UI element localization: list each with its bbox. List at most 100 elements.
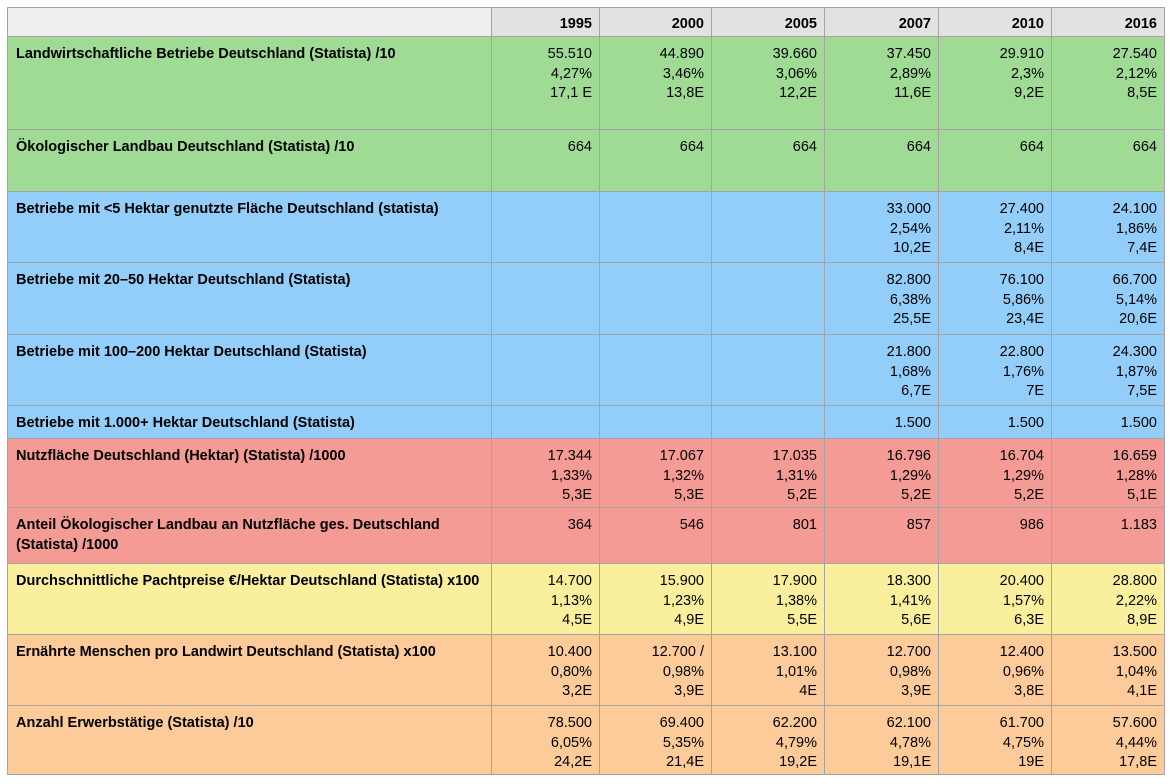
value-cell-2016[interactable]: 66.700 5,14% 20,6E [1051, 262, 1165, 335]
value-cell-2016[interactable]: 28.800 2,22% 8,9E [1051, 563, 1165, 635]
value-cell-1995[interactable] [491, 405, 600, 439]
value-cell-2005[interactable]: 39.660 3,06% 12,2E [711, 36, 825, 130]
cell-value-line: 3,9E [901, 683, 931, 699]
value-cell-2007[interactable]: 16.796 1,29% 5,2E [824, 438, 939, 508]
value-cell-2000[interactable]: 664 [599, 129, 712, 192]
cell-value-line: 9,2E [1014, 85, 1044, 101]
value-cell-2010[interactable]: 986 [938, 507, 1052, 564]
value-cell-2010[interactable]: 29.910 2,3% 9,2E [938, 36, 1052, 130]
value-cell-2000[interactable]: 546 [599, 507, 712, 564]
value-cell-2016[interactable]: 664 [1051, 129, 1165, 192]
header-corner-cell[interactable] [7, 7, 492, 37]
row-label-cell[interactable]: Landwirtschaftliche Betriebe Deutschland… [7, 36, 492, 130]
row-label-cell[interactable]: Nutzfläche Deutschland (Hektar) (Statist… [7, 438, 492, 508]
value-cell-2007[interactable]: 12.700 0,98% 3,9E [824, 634, 939, 706]
value-cell-2005[interactable] [711, 405, 825, 439]
value-cell-2007[interactable]: 1.500 [824, 405, 939, 439]
value-cell-2000[interactable]: 17.067 1,32% 5,3E [599, 438, 712, 508]
cell-value-line: 17.035 [772, 448, 817, 464]
cell-value-line: 44.890 [659, 46, 704, 62]
year-header-2005[interactable]: 2005 [711, 7, 825, 37]
value-cell-2010[interactable]: 20.400 1,57% 6,3E [938, 563, 1052, 635]
value-cell-2010[interactable]: 76.100 5,86% 23,4E [938, 262, 1052, 335]
row-label-cell[interactable]: Ernährte Menschen pro Landwirt Deutschla… [7, 634, 492, 706]
value-cell-1995[interactable] [491, 334, 600, 406]
value-cell-2007[interactable]: 62.100 4,78% 19,1E [824, 705, 939, 775]
value-cell-2000[interactable]: 12.700 / 0,98% 3,9E [599, 634, 712, 706]
row-label-cell[interactable]: Betriebe mit 1.000+ Hektar Deutschland (… [7, 405, 492, 439]
value-cell-2005[interactable]: 17.035 1,31% 5,2E [711, 438, 825, 508]
value-cell-2007[interactable]: 664 [824, 129, 939, 192]
value-cell-2007[interactable]: 37.450 2,89% 11,6E [824, 36, 939, 130]
value-cell-2007[interactable]: 857 [824, 507, 939, 564]
row-label-cell[interactable]: Betriebe mit 100–200 Hektar Deutschland … [7, 334, 492, 406]
value-cell-2010[interactable]: 61.700 4,75% 19E [938, 705, 1052, 775]
value-cell-2010[interactable]: 664 [938, 129, 1052, 192]
value-cell-2007[interactable]: 33.000 2,54% 10,2E [824, 191, 939, 263]
value-cell-2016[interactable]: 16.659 1,28% 5,1E [1051, 438, 1165, 508]
row-label-cell[interactable]: Anzahl Erwerbstätige (Statista) /10 [7, 705, 492, 775]
value-cell-2005[interactable] [711, 191, 825, 263]
value-cell-2016[interactable]: 1.500 [1051, 405, 1165, 439]
cell-value-line: 1.500 [894, 415, 931, 431]
value-cell-2010[interactable]: 22.800 1,76% 7E [938, 334, 1052, 406]
cell-value-line: 2,89% [889, 65, 931, 82]
row-label-cell[interactable]: Durchschnittliche Pachtpreise €/Hektar D… [7, 563, 492, 635]
cell-value-line: 1,13% [550, 592, 592, 609]
value-cell-1995[interactable]: 17.344 1,33% 5,3E [491, 438, 600, 508]
value-cell-1995[interactable]: 10.400 0,80% 3,2E [491, 634, 600, 706]
value-cell-2005[interactable] [711, 334, 825, 406]
value-cell-2000[interactable]: 15.900 1,23% 4,9E [599, 563, 712, 635]
value-cell-2005[interactable]: 17.900 1,38% 5,5E [711, 563, 825, 635]
cell-value-line: 21,4E [666, 754, 704, 770]
value-cell-2010[interactable]: 27.400 2,11% 8,4E [938, 191, 1052, 263]
value-cell-2000[interactable] [599, 191, 712, 263]
value-cell-2016[interactable]: 24.300 1,87% 7,5E [1051, 334, 1165, 406]
value-cell-2000[interactable] [599, 334, 712, 406]
value-cell-2016[interactable]: 57.600 4,44% 17,8E [1051, 705, 1165, 775]
cell-value-line: 19,1E [893, 754, 931, 770]
year-header-2016[interactable]: 2016 [1051, 7, 1165, 37]
year-header-2007[interactable]: 2007 [824, 7, 939, 37]
value-cell-2007[interactable]: 21.800 1,68% 6,7E [824, 334, 939, 406]
value-cell-2005[interactable]: 13.100 1,01% 4E [711, 634, 825, 706]
value-cell-2010[interactable]: 12.400 0,96% 3,8E [938, 634, 1052, 706]
value-cell-2010[interactable]: 16.704 1,29% 5,2E [938, 438, 1052, 508]
value-cell-2016[interactable]: 27.540 2,12% 8,5E [1051, 36, 1165, 130]
cell-value-line: 19E [1018, 754, 1044, 770]
row-label-cell[interactable]: Ökologischer Landbau Deutschland (Statis… [7, 129, 492, 192]
value-cell-2005[interactable]: 664 [711, 129, 825, 192]
value-cell-2007[interactable]: 18.300 1,41% 5,6E [824, 563, 939, 635]
cell-value-line: 13.100 [772, 644, 817, 660]
value-cell-1995[interactable]: 364 [491, 507, 600, 564]
value-cell-2016[interactable]: 1.183 [1051, 507, 1165, 564]
cell-value-line: 13,8E [666, 85, 704, 101]
value-cell-2000[interactable] [599, 262, 712, 335]
value-cell-2005[interactable]: 62.200 4,79% 19,2E [711, 705, 825, 775]
cell-value-line: 5,3E [674, 487, 704, 503]
value-cell-2000[interactable]: 44.890 3,46% 13,8E [599, 36, 712, 130]
value-cell-1995[interactable] [491, 191, 600, 263]
cell-value-line: 10.400 [547, 644, 592, 660]
cell-value-line: 17.344 [547, 448, 592, 464]
value-cell-2005[interactable]: 801 [711, 507, 825, 564]
value-cell-2000[interactable]: 69.400 5,35% 21,4E [599, 705, 712, 775]
value-cell-2016[interactable]: 13.500 1,04% 4,1E [1051, 634, 1165, 706]
value-cell-2000[interactable] [599, 405, 712, 439]
value-cell-1995[interactable] [491, 262, 600, 335]
year-header-2000[interactable]: 2000 [599, 7, 712, 37]
row-label-cell[interactable]: Betriebe mit <5 Hektar genutzte Fläche D… [7, 191, 492, 263]
value-cell-1995[interactable]: 78.500 6,05% 24,2E [491, 705, 600, 775]
value-cell-2016[interactable]: 24.100 1,86% 7,4E [1051, 191, 1165, 263]
row-label-cell[interactable]: Betriebe mit 20–50 Hektar Deutschland (S… [7, 262, 492, 335]
year-header-2010[interactable]: 2010 [938, 7, 1052, 37]
row-label-cell[interactable]: Anteil Ökologischer Landbau an Nutzfläch… [7, 507, 492, 564]
value-cell-1995[interactable]: 55.510 4,27% 17,1 E [491, 36, 600, 130]
value-cell-1995[interactable]: 664 [491, 129, 600, 192]
value-cell-2007[interactable]: 82.800 6,38% 25,5E [824, 262, 939, 335]
value-cell-2010[interactable]: 1.500 [938, 405, 1052, 439]
value-cell-2005[interactable] [711, 262, 825, 335]
cell-value-line: 5,6E [901, 612, 931, 628]
year-header-1995[interactable]: 1995 [491, 7, 600, 37]
value-cell-1995[interactable]: 14.700 1,13% 4,5E [491, 563, 600, 635]
